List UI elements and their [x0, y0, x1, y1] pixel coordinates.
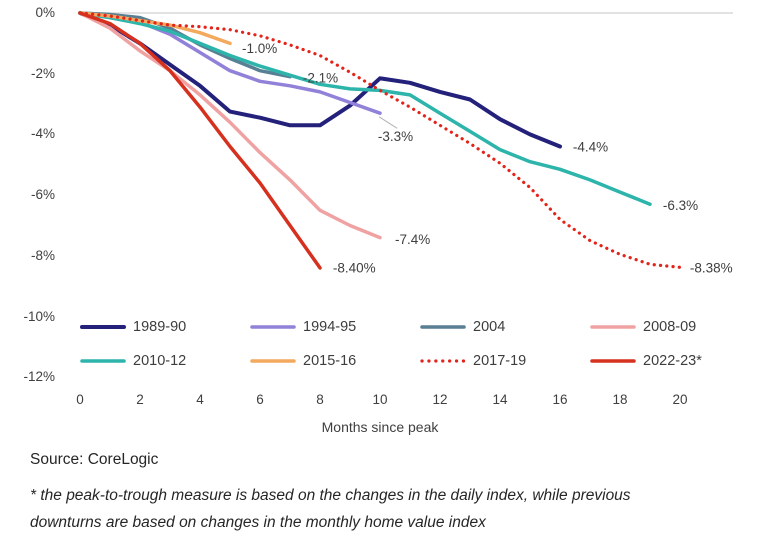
data-label: -7.4% — [395, 232, 430, 247]
x-tick-label: 6 — [256, 392, 264, 407]
x-tick-label: 4 — [196, 392, 204, 407]
legend-swatch — [80, 359, 126, 363]
footnote: * the peak-to-trough measure is based on… — [30, 482, 748, 536]
data-label: -8.40% — [333, 260, 376, 275]
legend-swatch — [80, 325, 126, 329]
series-line-2022-23* — [78, 11, 322, 270]
legend-label: 2004 — [473, 319, 506, 335]
y-tick-label: -4% — [30, 126, 55, 142]
legend-item-1994-95: 1994-95 — [250, 319, 356, 335]
x-tick-label: 14 — [492, 392, 508, 407]
data-label: -1.0% — [242, 41, 277, 56]
legend-swatch — [420, 325, 466, 329]
legend-item-2004: 2004 — [420, 319, 505, 335]
legend-item-1989-90: 1989-90 — [80, 319, 186, 335]
series-line-1989-90 — [78, 11, 562, 149]
x-tick-label: 18 — [612, 392, 628, 407]
source-text: Source: CoreLogic — [30, 451, 159, 468]
legend-label: 2010-12 — [133, 353, 187, 369]
x-tick-label: 8 — [316, 392, 324, 407]
footnote-line-1: * the peak-to-trough measure is based on… — [30, 487, 631, 504]
legend-label: 2017-19 — [473, 353, 527, 369]
legend-label: 1989-90 — [133, 319, 187, 335]
footnote-line-2: downturns are based on changes in the mo… — [30, 514, 486, 531]
legend-swatch — [590, 325, 636, 329]
series-line-1994-95 — [78, 11, 382, 115]
x-tick-label: 12 — [432, 392, 448, 407]
x-tick-label: 2 — [136, 392, 144, 407]
data-label: -4.4% — [573, 140, 608, 155]
x-tick-label: 16 — [552, 392, 568, 407]
y-tick-label: 0% — [35, 5, 55, 20]
x-axis-title: Months since peak — [321, 419, 439, 435]
legend-swatch — [250, 325, 296, 329]
plot-svg: -1.0% -2.1% -3.3% -4.4% -6.3% -7.4% -8.40% -8.3… — [78, 11, 733, 275]
y-tick-label: -12% — [23, 369, 55, 385]
legend-swatch — [250, 359, 296, 363]
legend-label: 1994-95 — [303, 319, 357, 335]
x-tick-label: 0 — [76, 392, 84, 407]
y-tick-label: -10% — [23, 308, 55, 324]
legend-item-2010-12: 2010-12 — [80, 353, 186, 369]
legend-item-2022-23*: 2022-23* — [590, 353, 702, 369]
label-leader-line — [378, 116, 398, 129]
data-label: -6.3% — [663, 198, 698, 213]
y-tick-label: -2% — [30, 65, 55, 81]
series-line-2010-12 — [78, 11, 652, 206]
x-tick-label: 10 — [372, 392, 388, 407]
legend-item-2017-19: 2017-19 — [420, 353, 526, 369]
series-line-2017-19 — [78, 11, 682, 269]
y-tick-label: -6% — [30, 187, 55, 203]
y-tick-label: -8% — [30, 247, 55, 263]
data-label: -3.3% — [378, 129, 413, 144]
data-label: -2.1% — [303, 70, 338, 85]
legend-item-2015-16: 2015-16 — [250, 353, 356, 369]
x-tick-label: 20 — [672, 392, 688, 407]
series-line-2008-09 — [78, 11, 382, 240]
legend-item-2008-09: 2008-09 — [590, 319, 696, 335]
data-label: -8.38% — [690, 260, 733, 275]
legend-swatch — [420, 359, 466, 363]
legend-label: 2022-23* — [643, 353, 702, 369]
legend-swatch — [590, 359, 636, 363]
legend-label: 2008-09 — [643, 319, 697, 335]
legend-label: 2015-16 — [303, 353, 357, 369]
